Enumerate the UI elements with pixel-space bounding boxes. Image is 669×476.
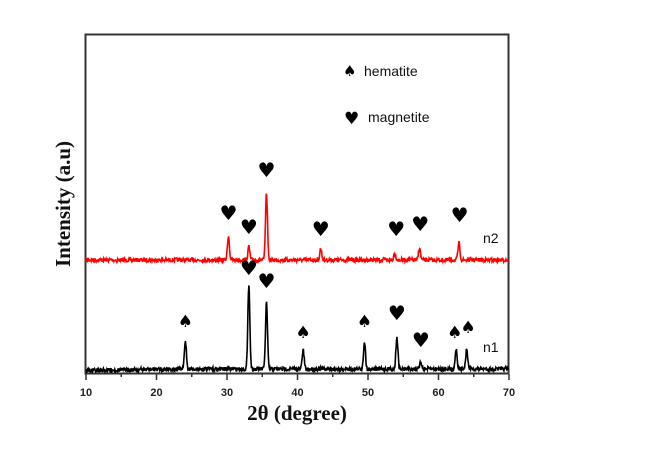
heart-icon: ♥ bbox=[388, 301, 406, 325]
series-label-n2: n2 bbox=[483, 230, 499, 246]
legend: ♠ hematite ♥ magnetite bbox=[343, 62, 430, 129]
heart-icon: ♥ bbox=[258, 269, 276, 293]
spade-icon: ♠ bbox=[460, 318, 475, 338]
heart-icon: ♥ bbox=[219, 201, 237, 225]
x-tick-label: 50 bbox=[362, 387, 374, 399]
heart-icon: ♥ bbox=[344, 109, 359, 129]
y-axis-label: Intensity (a.u) bbox=[51, 141, 75, 267]
x-tick-label: 70 bbox=[503, 387, 515, 399]
peak-markers: ♥♥♥♥ ♥ ♥ ♥♥♥♠♠♠ ♥♥ ♠♠ bbox=[178, 158, 476, 352]
heart-icon: ♥ bbox=[312, 217, 330, 241]
heart-icon: ♥ bbox=[240, 215, 258, 239]
heart-icon: ♥ bbox=[411, 212, 429, 236]
spade-icon: ♠ bbox=[296, 323, 311, 343]
x-axis-ticks: 10 20 30 40 50 60 70 bbox=[80, 374, 515, 399]
x-tick-label: 60 bbox=[432, 387, 444, 399]
x-tick-label: 40 bbox=[291, 387, 303, 399]
series-label-n1: n1 bbox=[483, 339, 499, 355]
x-tick-label: 20 bbox=[150, 387, 162, 399]
series-group bbox=[85, 193, 510, 375]
heart-icon: ♥ bbox=[258, 158, 276, 182]
plot-frame bbox=[84, 33, 510, 375]
heart-icon: ♥ bbox=[412, 328, 430, 352]
spade-icon: ♠ bbox=[343, 62, 356, 80]
x-tick-label: 10 bbox=[80, 387, 92, 399]
series-line-n2 bbox=[85, 193, 509, 265]
x-axis-label: 2θ (degree) bbox=[247, 401, 347, 425]
legend-label-hematite: hematite bbox=[364, 63, 418, 79]
spade-icon: ♠ bbox=[357, 312, 372, 332]
heart-icon: ♥ bbox=[451, 203, 469, 227]
legend-label-magnetite: magnetite bbox=[368, 109, 430, 125]
spade-icon: ♠ bbox=[178, 312, 193, 332]
heart-icon: ♥ bbox=[240, 256, 258, 280]
heart-icon: ♥ bbox=[387, 217, 405, 241]
series-line-n1 bbox=[85, 285, 510, 375]
spade-icon: ♠ bbox=[447, 323, 462, 343]
x-tick-label: 30 bbox=[221, 387, 233, 399]
